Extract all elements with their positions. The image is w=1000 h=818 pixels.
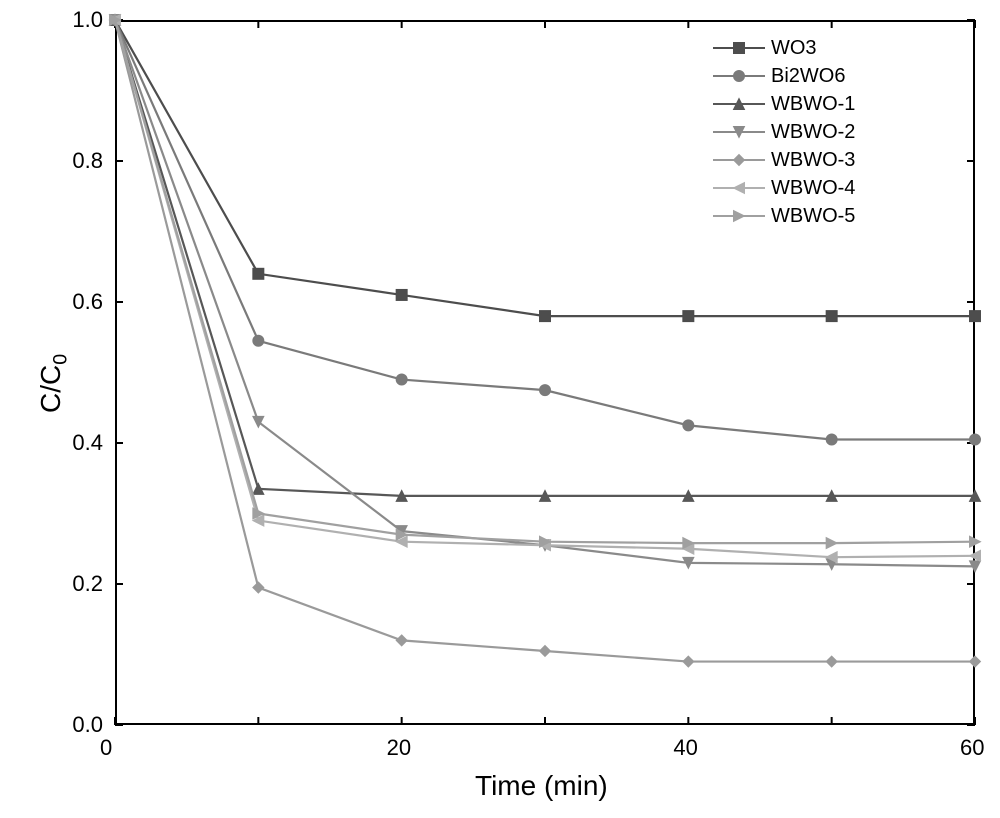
triangle-right-icon xyxy=(731,208,747,224)
x-tick-label: 40 xyxy=(673,735,697,761)
series-marker-Bi2WO6 xyxy=(540,385,551,396)
series-marker-Bi2WO6 xyxy=(683,420,694,431)
y-axis-title: C/C0 xyxy=(35,353,73,412)
legend-item-WBWO-1: WBWO-1 xyxy=(713,90,957,118)
legend-label: WO3 xyxy=(771,37,817,60)
series-marker-WBWO-4 xyxy=(970,550,981,561)
legend-label: WBWO-2 xyxy=(771,121,855,144)
legend-swatch xyxy=(713,206,765,226)
series-marker-Bi2WO6 xyxy=(826,434,837,445)
diamond-icon xyxy=(731,152,747,168)
circle-icon xyxy=(731,68,747,84)
legend-swatch xyxy=(713,178,765,198)
x-tick-label: 20 xyxy=(387,735,411,761)
series-marker-WO3 xyxy=(540,311,551,322)
legend-swatch xyxy=(713,38,765,58)
legend-item-WBWO-2: WBWO-2 xyxy=(713,118,957,146)
triangle-left-icon xyxy=(731,180,747,196)
x-axis-title: Time (min) xyxy=(475,770,608,802)
legend-swatch xyxy=(713,94,765,114)
legend-label: WBWO-4 xyxy=(771,177,855,200)
legend-swatch xyxy=(713,122,765,142)
legend-swatch xyxy=(713,66,765,86)
y-tick-label: 0.4 xyxy=(72,430,103,456)
legend-item-Bi2WO6: Bi2WO6 xyxy=(713,62,957,90)
legend-label: WBWO-1 xyxy=(771,93,855,116)
series-marker-WBWO-3 xyxy=(396,635,407,646)
y-tick-label: 0.6 xyxy=(72,289,103,315)
legend-item-WO3: WO3 xyxy=(713,34,957,62)
legend-label: WBWO-5 xyxy=(771,205,855,228)
series-marker-WO3 xyxy=(683,311,694,322)
legend: WO3 Bi2WO6 WBWO-1 WBWO-2 WBWO-3 WBWO-4 WBWO-5 xyxy=(705,30,965,240)
legend-item-WBWO-3: WBWO-3 xyxy=(713,146,957,174)
series-marker-WBWO-3 xyxy=(540,645,551,656)
series-marker-Bi2WO6 xyxy=(253,335,264,346)
y-tick-label: 0.8 xyxy=(72,148,103,174)
y-tick-label: 1.0 xyxy=(72,7,103,33)
series-marker-WBWO-3 xyxy=(253,582,264,593)
series-marker-WBWO-3 xyxy=(826,656,837,667)
legend-label: Bi2WO6 xyxy=(771,65,845,88)
x-tick-label: 0 xyxy=(100,735,112,761)
series-marker-WO3 xyxy=(826,311,837,322)
series-marker-WBWO-3 xyxy=(683,656,694,667)
legend-item-WBWO-5: WBWO-5 xyxy=(713,202,957,230)
y-tick-label: 0.2 xyxy=(72,571,103,597)
legend-swatch xyxy=(713,150,765,170)
series-marker-WO3 xyxy=(396,289,407,300)
series-marker-WBWO-3 xyxy=(970,656,981,667)
x-tick-label: 60 xyxy=(960,735,984,761)
legend-item-WBWO-4: WBWO-4 xyxy=(713,174,957,202)
series-marker-WBWO-5 xyxy=(826,538,837,549)
square-icon xyxy=(731,40,747,56)
legend-label: WBWO-3 xyxy=(771,149,855,172)
triangle-down-icon xyxy=(731,124,747,140)
series-marker-Bi2WO6 xyxy=(396,374,407,385)
series-marker-WO3 xyxy=(253,268,264,279)
y-tick-label: 0.0 xyxy=(72,712,103,738)
series-marker-Bi2WO6 xyxy=(970,434,981,445)
series-marker-WBWO-5 xyxy=(970,536,981,547)
triangle-up-icon xyxy=(731,96,747,112)
series-marker-WO3 xyxy=(970,311,981,322)
